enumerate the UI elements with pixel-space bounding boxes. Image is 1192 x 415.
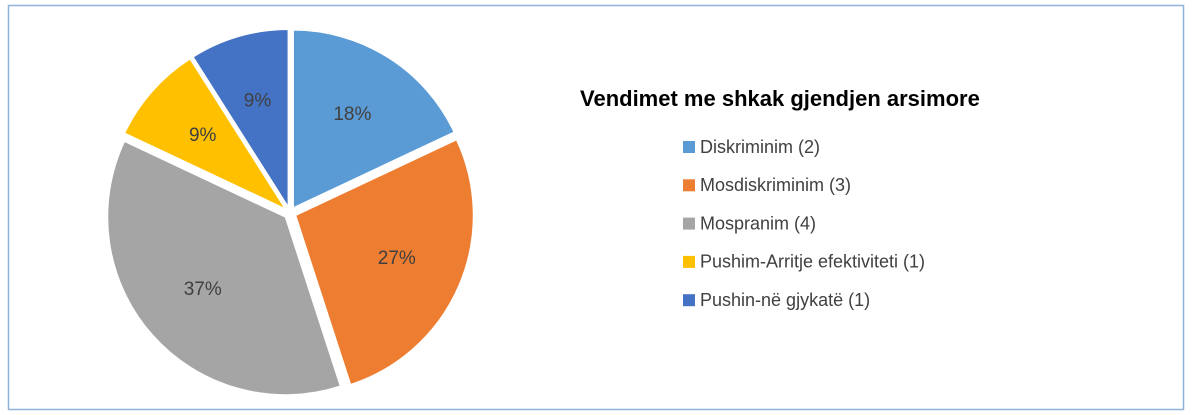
data-label: 18% <box>333 104 371 125</box>
pie-slice <box>191 28 290 210</box>
pie-slice <box>294 138 475 386</box>
legend-label: Mosdiskriminim (3) <box>700 175 851 195</box>
data-label: 9% <box>244 90 272 111</box>
pie-slice <box>106 140 342 396</box>
pie-slice <box>292 29 456 210</box>
chart-title: Vendimet me shkak gjendjen arsimore <box>580 86 980 111</box>
legend-swatch <box>683 141 695 153</box>
legend-label: Mospranim (4) <box>700 213 816 233</box>
legend-label: Diskriminim (2) <box>700 137 820 157</box>
legend-swatch <box>683 217 695 230</box>
data-label: 9% <box>189 125 217 146</box>
legend-label: Pushim-Arritje efektiviteti (1) <box>700 252 925 272</box>
legend-swatch <box>683 294 695 307</box>
data-label: 27% <box>378 248 416 269</box>
legend-swatch <box>683 179 695 192</box>
legend-swatch <box>683 255 695 268</box>
pie-slice <box>123 57 288 211</box>
data-label: 37% <box>184 279 222 300</box>
legend-label: Pushin-në gjykatë (1) <box>700 290 870 310</box>
